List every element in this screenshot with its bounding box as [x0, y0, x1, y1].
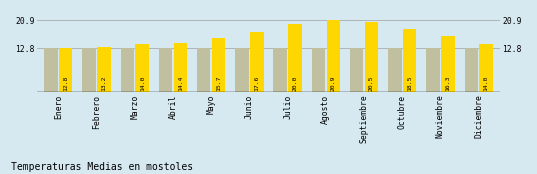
Bar [235, 48, 249, 92]
Text: 17.6: 17.6 [255, 76, 259, 91]
Bar [403, 29, 416, 92]
Text: 14.0: 14.0 [484, 76, 489, 91]
Bar [135, 44, 149, 92]
Text: 20.0: 20.0 [293, 76, 297, 91]
Text: Temperaturas Medias en mostoles: Temperaturas Medias en mostoles [11, 162, 193, 172]
Bar [441, 36, 455, 92]
Bar [365, 22, 378, 92]
Bar [212, 38, 226, 92]
Bar [326, 21, 340, 92]
Text: 14.0: 14.0 [140, 76, 144, 91]
Bar [250, 32, 264, 92]
Bar [311, 48, 325, 92]
Bar [480, 44, 493, 92]
Bar [288, 23, 302, 92]
Bar [350, 48, 364, 92]
Bar [273, 48, 287, 92]
Bar [159, 48, 172, 92]
Text: 20.9: 20.9 [331, 76, 336, 91]
Text: 13.2: 13.2 [101, 76, 106, 91]
Bar [44, 48, 57, 92]
Text: 20.5: 20.5 [369, 76, 374, 91]
Bar [97, 47, 111, 92]
Bar [173, 43, 187, 92]
Text: 12.8: 12.8 [63, 76, 68, 91]
Bar [82, 48, 96, 92]
Bar [121, 48, 134, 92]
Bar [426, 48, 440, 92]
Text: 15.7: 15.7 [216, 76, 221, 91]
Bar [59, 48, 72, 92]
Text: 18.5: 18.5 [407, 76, 412, 91]
Text: 14.4: 14.4 [178, 76, 183, 91]
Bar [388, 48, 402, 92]
Bar [197, 48, 211, 92]
Bar [465, 48, 478, 92]
Text: 16.3: 16.3 [445, 76, 451, 91]
